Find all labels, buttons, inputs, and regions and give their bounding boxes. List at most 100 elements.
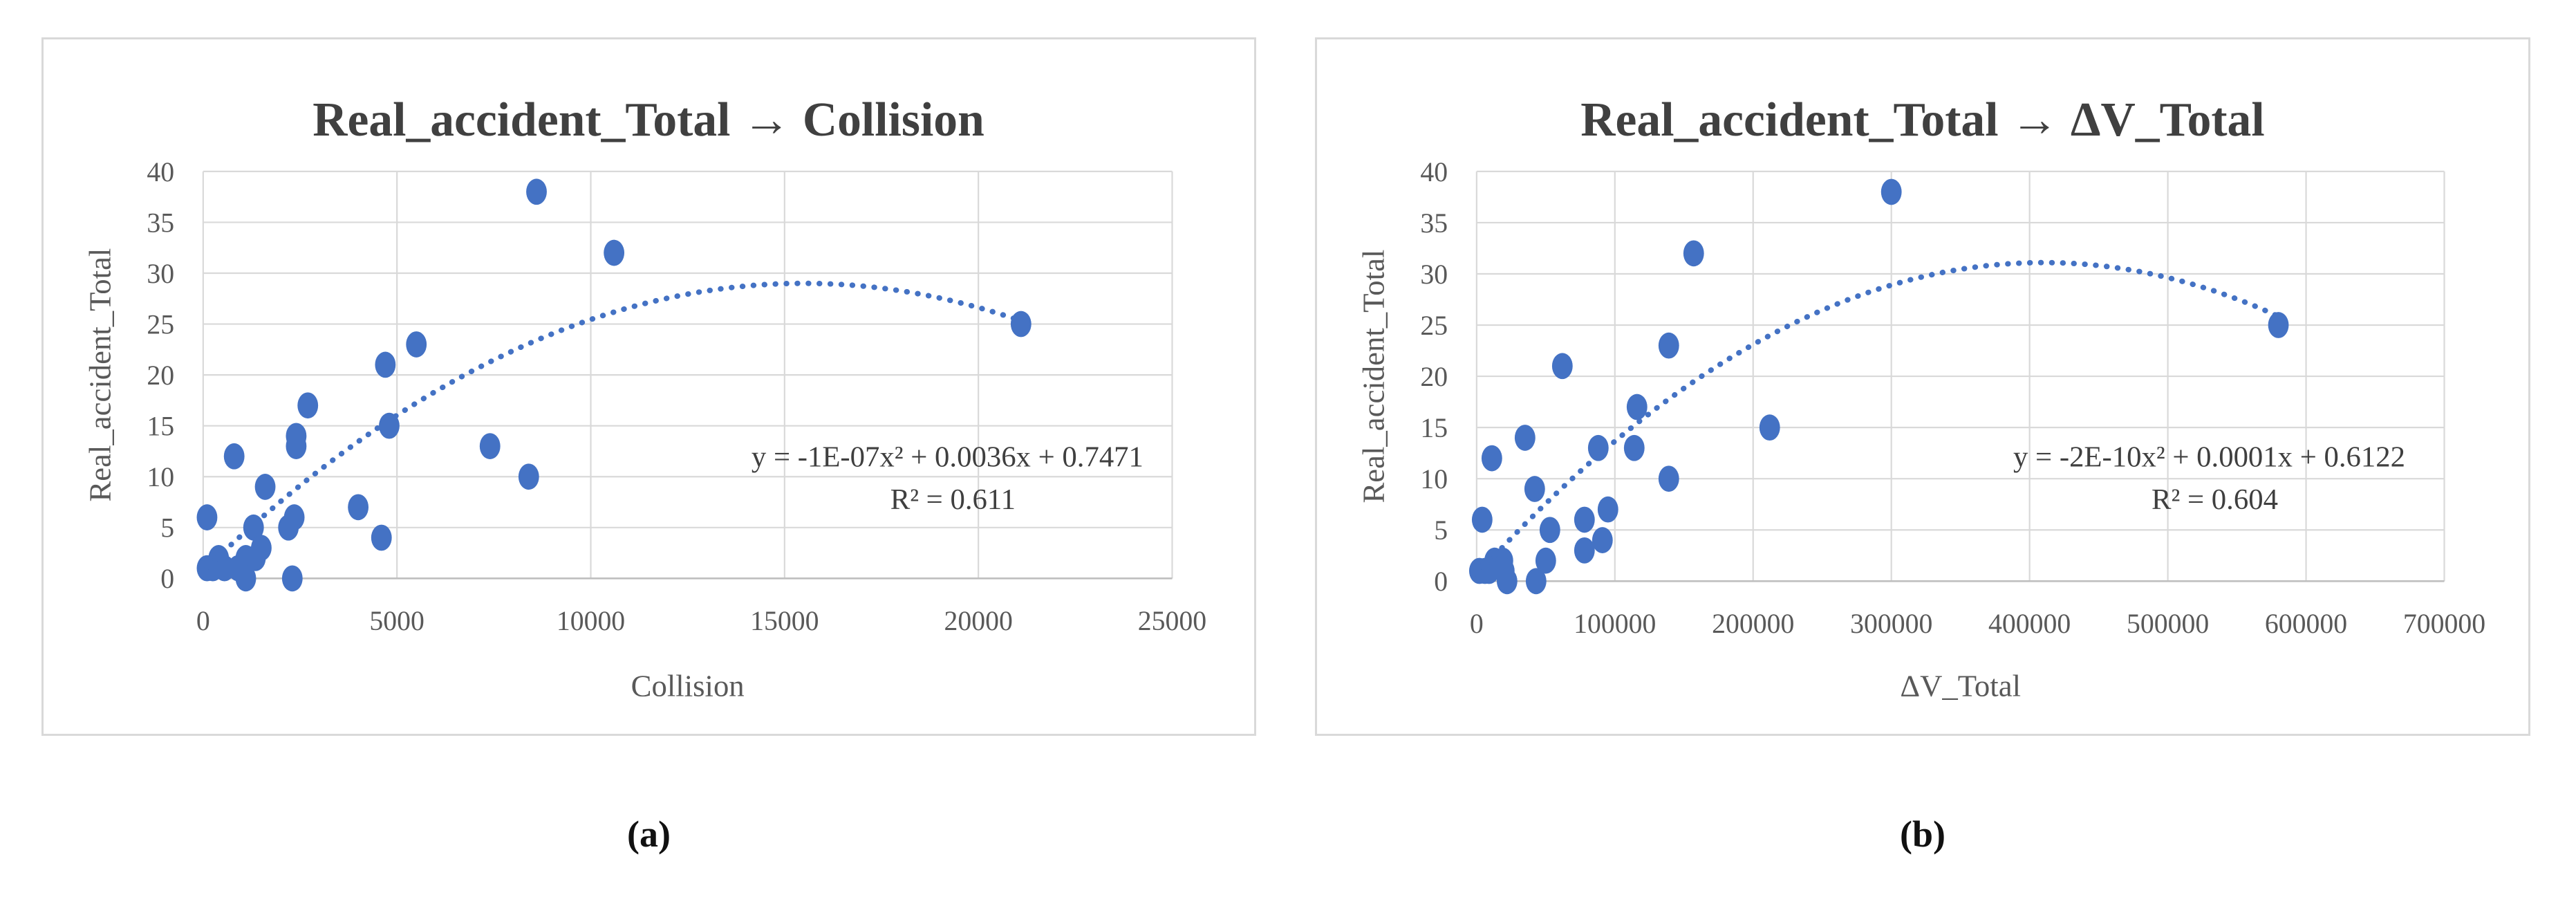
data-point bbox=[1574, 506, 1595, 533]
data-point bbox=[297, 392, 319, 419]
x-tick-label: 0 bbox=[1470, 609, 1484, 639]
scatter-chart-a: 0 5000 10000 15000 20000 25000 0 5 10 15 20 25 30 35… bbox=[83, 93, 1207, 703]
data-point bbox=[1759, 414, 1780, 441]
y-axis-title: Real_accident_Total bbox=[83, 248, 118, 502]
x-tick-label: 600000 bbox=[2265, 609, 2347, 639]
data-point bbox=[1683, 240, 1704, 267]
data-point bbox=[1010, 311, 1032, 337]
data-point bbox=[196, 504, 218, 530]
y-tick-label: 35 bbox=[147, 207, 174, 238]
data-point bbox=[371, 524, 392, 551]
chart-panel-b: 0 100000 200000 300000 400000 500000 600000 700… bbox=[1315, 37, 2530, 736]
y-tick-label: 20 bbox=[147, 360, 174, 391]
scatter-chart-b: 0 100000 200000 300000 400000 500000 600000 700… bbox=[1356, 93, 2485, 703]
data-point bbox=[526, 178, 547, 205]
data-point bbox=[223, 443, 245, 470]
data-point bbox=[1535, 547, 1556, 574]
y-tick-label: 15 bbox=[1420, 413, 1448, 443]
data-point bbox=[1587, 434, 1609, 461]
data-point bbox=[1481, 445, 1502, 472]
y-tick-label: 40 bbox=[147, 157, 174, 187]
data-point bbox=[254, 474, 276, 500]
x-tick-label: 10000 bbox=[557, 606, 625, 636]
data-point bbox=[2268, 312, 2289, 338]
y-tick-labels: 0 5 10 15 20 25 30 35 40 bbox=[147, 157, 174, 594]
y-tick-label: 35 bbox=[1420, 208, 1448, 239]
chart-panel-a: 0 5000 10000 15000 20000 25000 0 5 10 15 20 25 30 35… bbox=[41, 37, 1256, 736]
y-tick-label: 10 bbox=[147, 462, 174, 492]
data-point bbox=[379, 412, 400, 439]
data-point bbox=[1471, 506, 1493, 533]
data-point bbox=[1658, 332, 1679, 359]
y-tick-label: 10 bbox=[1420, 464, 1448, 494]
data-point bbox=[604, 239, 625, 266]
data-point bbox=[1525, 568, 1547, 595]
x-tick-label: 700000 bbox=[2403, 609, 2485, 639]
y-axis-title: Real_accident_Total bbox=[1356, 250, 1391, 503]
scatter-points bbox=[196, 178, 1032, 592]
chart-title: Real_accident_Total → ΔV_Total bbox=[1580, 93, 2264, 147]
data-point bbox=[1658, 465, 1679, 492]
x-tick-label: 5000 bbox=[369, 606, 424, 636]
x-tick-labels: 0 100000 200000 300000 400000 500000 600000 700… bbox=[1470, 609, 2485, 639]
trend-r-squared-label: R² = 0.604 bbox=[2152, 483, 2278, 516]
y-tick-label: 5 bbox=[160, 513, 174, 544]
y-tick-label: 0 bbox=[1434, 566, 1448, 597]
x-tick-label: 0 bbox=[196, 606, 210, 636]
y-tick-label: 30 bbox=[1420, 259, 1448, 290]
x-tick-label: 400000 bbox=[1988, 609, 2071, 639]
chart-title: Real_accident_Total → Collision bbox=[312, 93, 984, 147]
trend-equation-label: y = -2E-10x² + 0.0001x + 0.6122 bbox=[2013, 441, 2405, 473]
data-point bbox=[1551, 353, 1573, 380]
data-point bbox=[1514, 425, 1536, 451]
x-tick-label: 100000 bbox=[1574, 609, 1656, 639]
scatter-points bbox=[1468, 178, 2289, 595]
y-tick-label: 30 bbox=[147, 259, 174, 289]
y-tick-label: 5 bbox=[1434, 515, 1448, 546]
data-point bbox=[1496, 568, 1518, 595]
data-point bbox=[1623, 434, 1645, 461]
y-tick-label: 20 bbox=[1420, 362, 1448, 392]
y-tick-labels: 0 5 10 15 20 25 30 35 40 bbox=[1420, 157, 1448, 597]
y-tick-label: 0 bbox=[160, 564, 174, 594]
y-tick-label: 15 bbox=[147, 411, 174, 442]
data-point bbox=[518, 463, 539, 490]
data-point bbox=[278, 514, 299, 541]
y-tick-label: 25 bbox=[1420, 311, 1448, 341]
x-tick-label: 300000 bbox=[1850, 609, 1932, 639]
data-point bbox=[1592, 527, 1613, 553]
data-point bbox=[1524, 476, 1545, 502]
x-axis-title: ΔV_Total bbox=[1900, 668, 2021, 703]
x-axis-title: Collision bbox=[631, 668, 745, 703]
x-tick-label: 500000 bbox=[2127, 609, 2209, 639]
data-point bbox=[245, 545, 266, 571]
x-tick-label: 200000 bbox=[1712, 609, 1794, 639]
y-tick-label: 25 bbox=[147, 309, 174, 340]
data-point bbox=[243, 514, 264, 541]
caption-a: (a) bbox=[627, 813, 671, 855]
x-tick-label: 25000 bbox=[1138, 606, 1206, 636]
x-tick-label: 20000 bbox=[944, 606, 1012, 636]
gridlines bbox=[202, 170, 1173, 580]
trend-equation-label: y = -1E-07x² + 0.0036x + 0.7471 bbox=[752, 441, 1144, 473]
caption-b: (b) bbox=[1900, 813, 1945, 855]
y-tick-label: 40 bbox=[1420, 157, 1448, 187]
trend-r-squared-label: R² = 0.611 bbox=[890, 483, 1016, 516]
data-point bbox=[375, 351, 396, 378]
x-tick-labels: 0 5000 10000 15000 20000 25000 bbox=[196, 606, 1206, 636]
data-point bbox=[1539, 517, 1560, 544]
data-point bbox=[1597, 496, 1618, 523]
data-point bbox=[235, 565, 256, 592]
data-point bbox=[479, 433, 501, 459]
trendline-dotted bbox=[1476, 259, 2281, 575]
data-point bbox=[281, 565, 303, 592]
data-point bbox=[1880, 178, 1902, 205]
data-point bbox=[1478, 557, 1500, 584]
data-point bbox=[406, 331, 427, 358]
x-tick-label: 15000 bbox=[750, 606, 819, 636]
gridlines bbox=[1475, 170, 2445, 582]
data-point bbox=[286, 433, 307, 459]
trendline-dotted bbox=[204, 280, 1024, 571]
data-point bbox=[1626, 394, 1648, 420]
data-point bbox=[348, 494, 369, 521]
